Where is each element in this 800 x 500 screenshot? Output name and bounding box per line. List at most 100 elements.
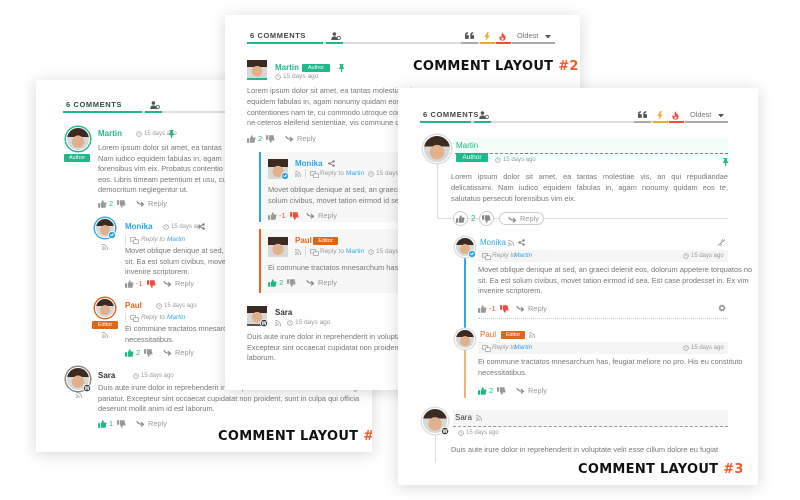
reply-to-author-link[interactable]: Martin [514, 252, 533, 259]
avatar[interactable] [66, 127, 90, 151]
reply-button[interactable]: Reply [175, 279, 194, 288]
reply-to-author-link[interactable]: Martin [514, 344, 533, 351]
comment-author-name[interactable]: Paul [125, 301, 142, 310]
trending-flame-icon[interactable] [672, 111, 679, 120]
reply-icon[interactable] [306, 279, 316, 286]
reply-button[interactable]: Reply [297, 134, 316, 143]
hot-bolt-icon[interactable] [657, 111, 663, 120]
hot-bolt-icon[interactable] [484, 32, 490, 41]
avatar[interactable] [95, 298, 115, 318]
quotes-icon[interactable] [638, 111, 647, 118]
thumbs-up-icon[interactable] [125, 349, 134, 357]
comment-author-name[interactable]: Sara [455, 413, 472, 422]
comment-author-name[interactable]: Sara [98, 371, 116, 380]
thumbs-up-icon[interactable] [125, 280, 134, 288]
comment-author-name[interactable]: Martin [275, 63, 299, 72]
sort-dropdown[interactable]: Oldest [690, 110, 712, 119]
thumbs-down-icon[interactable] [266, 135, 275, 143]
thumbs-up-icon[interactable] [98, 200, 107, 208]
layout-title: COMMENT LAYOUT #3 [578, 462, 744, 478]
thumbs-down-icon[interactable] [117, 420, 126, 428]
reply-button[interactable]: Reply [175, 348, 194, 357]
tab-active-underline [474, 121, 491, 123]
like-button[interactable] [453, 211, 468, 226]
share-icon[interactable] [328, 160, 335, 167]
reply-icon[interactable] [136, 200, 146, 207]
comment-author-name[interactable]: Paul [480, 330, 497, 339]
thumbs-down-icon[interactable] [117, 200, 126, 208]
rss-icon[interactable] [294, 170, 302, 178]
thumbs-down-icon[interactable] [287, 279, 296, 287]
thumbs-up-icon[interactable] [98, 420, 107, 428]
comment-author-name[interactable]: Martin [456, 141, 479, 150]
rss-icon[interactable] [101, 331, 109, 339]
reply-to-author-link[interactable]: Martin [346, 170, 365, 177]
thumbs-up-icon[interactable] [478, 387, 487, 395]
reply-icon[interactable] [516, 387, 526, 394]
thumbs-down-icon[interactable] [497, 387, 506, 395]
comment-author-name[interactable]: Monika [480, 238, 506, 247]
trending-flame-icon[interactable] [499, 32, 506, 41]
comments-count-tab[interactable]: 6 COMMENTS [66, 100, 123, 109]
reply-button[interactable]: Reply [528, 386, 547, 395]
reply-icon[interactable] [163, 280, 173, 287]
comments-count-tab[interactable]: 6 COMMENTS [250, 31, 307, 40]
thumbs-down-icon[interactable] [147, 280, 156, 288]
rss-icon[interactable] [101, 243, 109, 251]
chevron-down-icon[interactable] [718, 114, 724, 118]
avatar[interactable] [247, 60, 267, 80]
comment-author-name[interactable]: Monika [125, 222, 153, 231]
share-icon[interactable] [198, 223, 205, 230]
rss-icon[interactable] [294, 248, 302, 256]
subscribers-icon[interactable] [331, 32, 341, 40]
comment-author-name[interactable]: Martin [98, 129, 122, 138]
thumbs-up-icon[interactable] [268, 212, 277, 220]
comment-author-name[interactable]: Monika [295, 159, 323, 168]
reply-icon[interactable] [516, 305, 526, 312]
chevron-down-icon[interactable] [545, 35, 551, 39]
reply-button[interactable]: Reply [318, 211, 337, 220]
avatar[interactable] [268, 237, 288, 257]
reply-button[interactable]: Reply [148, 199, 167, 208]
subscribers-icon[interactable] [479, 111, 489, 119]
reply-button[interactable]: Reply [318, 278, 337, 287]
subscribers-icon[interactable] [150, 101, 160, 109]
comment-author-name[interactable]: Sara [275, 308, 293, 317]
pin-icon[interactable] [338, 64, 345, 72]
avatar[interactable] [423, 135, 451, 163]
reply-icon[interactable] [136, 420, 146, 427]
dislike-button[interactable] [479, 211, 494, 226]
reply-icon[interactable] [285, 135, 295, 142]
pin-icon[interactable] [168, 130, 175, 138]
reply-icon[interactable] [306, 212, 316, 219]
settings-gear-icon[interactable] [718, 304, 726, 312]
rss-icon[interactable] [507, 239, 515, 247]
reply-button[interactable]: Reply [528, 304, 547, 313]
reply-icon[interactable] [163, 349, 173, 356]
reply-to-author-link[interactable]: Martin [346, 248, 365, 255]
avatar[interactable] [66, 367, 90, 391]
twitter-badge-icon [107, 230, 117, 240]
share-icon[interactable] [518, 239, 525, 246]
comments-count-tab[interactable]: 6 COMMENTS [423, 110, 480, 119]
pin-icon[interactable] [722, 158, 729, 166]
reply-button[interactable] [499, 212, 544, 225]
reply-button[interactable]: Reply [148, 419, 167, 428]
sort-dropdown[interactable]: Oldest [517, 31, 539, 40]
rss-icon[interactable] [528, 331, 536, 339]
avatar[interactable] [455, 329, 475, 349]
reply-to-author-link[interactable]: Martin [167, 314, 186, 321]
link-icon[interactable] [717, 238, 726, 247]
thumbs-up-icon[interactable] [247, 135, 256, 143]
thumbs-down-icon[interactable] [144, 349, 153, 357]
comment-author-name[interactable]: Paul [295, 236, 312, 245]
thumbs-up-icon[interactable] [268, 279, 277, 287]
rss-icon[interactable] [475, 414, 483, 422]
thumbs-down-icon[interactable] [290, 212, 299, 220]
thumbs-down-icon[interactable] [500, 305, 509, 313]
rss-icon[interactable] [75, 391, 83, 399]
thumbs-up-icon[interactable] [478, 305, 487, 313]
quotes-icon[interactable] [465, 32, 474, 39]
rss-icon[interactable] [274, 319, 282, 327]
reply-to-author-link[interactable]: Martin [167, 236, 186, 243]
